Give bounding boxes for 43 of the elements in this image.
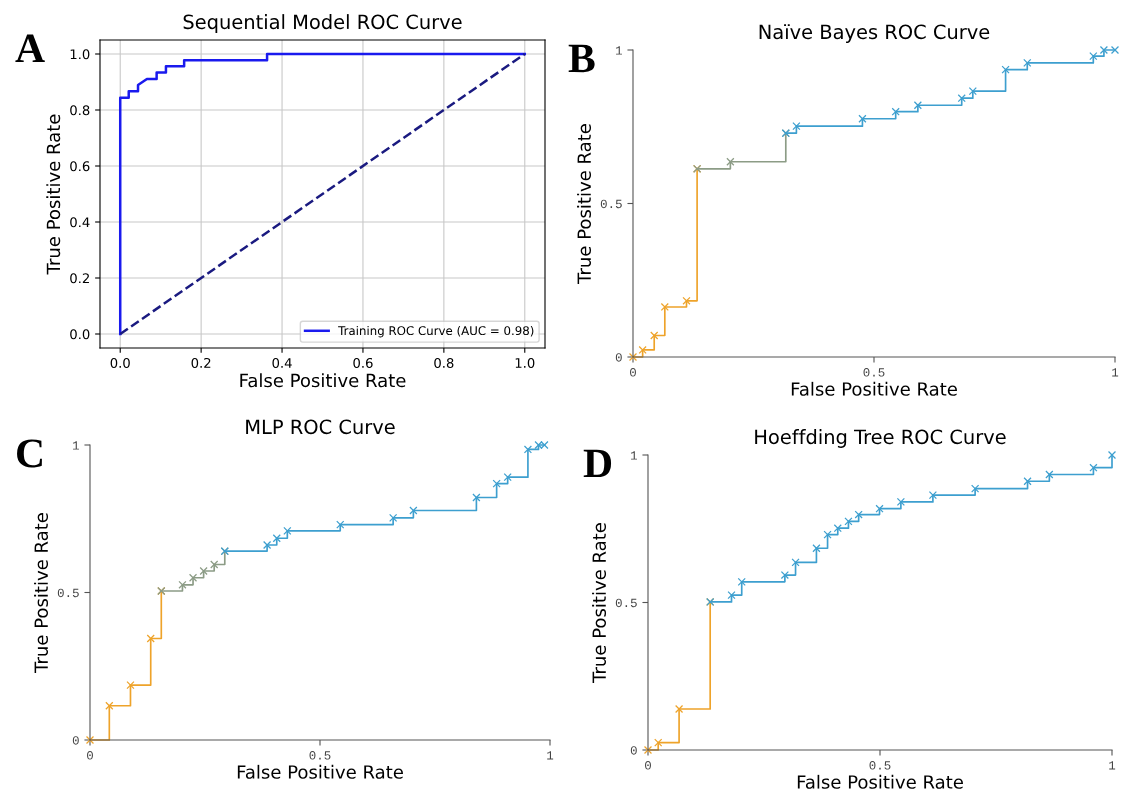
y-tick-label: 1 — [630, 451, 637, 460]
x-axis-title: False Positive Rate — [797, 774, 963, 789]
y-tick-label: 0.0 — [70, 329, 90, 340]
y-tick-label: 0.2 — [70, 273, 89, 284]
x-axis-title: False Positive Rate — [791, 381, 957, 396]
text: A — [15, 34, 45, 63]
x-tick-label: 1 — [547, 751, 554, 760]
y-tick-label: 0 — [72, 736, 79, 745]
chart-title: MLP ROC Curve — [246, 419, 395, 435]
y-tick-label: 0.8 — [70, 105, 90, 116]
x-tick-label: 0.8 — [434, 357, 454, 368]
y-tick-label: 0.4 — [70, 217, 90, 228]
y-tick-label: 1 — [72, 441, 79, 450]
x-tick-label: 1.0 — [515, 357, 535, 368]
y-tick-label: 0.5 — [57, 588, 79, 598]
x-tick-label: 0.2 — [191, 357, 211, 368]
text: B — [568, 44, 595, 73]
legend-label: Training ROC Curve (AUC = 0.98) — [338, 325, 534, 338]
x-axis-title: False Positive Rate — [240, 373, 406, 388]
chart-title: Sequential Model ROC Curve — [183, 14, 462, 33]
y-tick-label: 1 — [615, 46, 622, 55]
x-tick-label: 0.6 — [353, 357, 373, 368]
chart-title: Hoeffding Tree ROC Curve — [755, 429, 1006, 448]
y-axis-title: True Positive Rate — [577, 124, 592, 284]
chart-title: Naïve Bayes ROC Curve — [759, 24, 990, 43]
x-tick-label: 0.5 — [863, 368, 885, 377]
text: D — [583, 449, 612, 478]
x-tick-label: 1 — [1112, 368, 1119, 377]
y-tick-label: 1.0 — [70, 49, 90, 60]
x-tick-label: 1 — [1109, 761, 1116, 770]
y-tick-label: 0.6 — [70, 161, 90, 172]
y-axis-title: True Positive Rate — [34, 513, 49, 673]
x-tick-label: 0.5 — [869, 761, 891, 770]
y-axis-title: True Positive Rate — [46, 114, 61, 275]
text: C — [17, 439, 42, 468]
y-axis-title: True Positive Rate — [592, 523, 607, 683]
x-tick-label: 0.5 — [309, 751, 331, 760]
x-tick-label: 0.0 — [110, 357, 130, 368]
y-tick-label: 0.5 — [615, 598, 637, 608]
x-tick-label: 0 — [645, 761, 651, 770]
x-tick-label: 0.4 — [272, 357, 292, 368]
y-tick-label: 0.5 — [600, 199, 622, 209]
x-axis-title: False Positive Rate — [237, 764, 403, 779]
